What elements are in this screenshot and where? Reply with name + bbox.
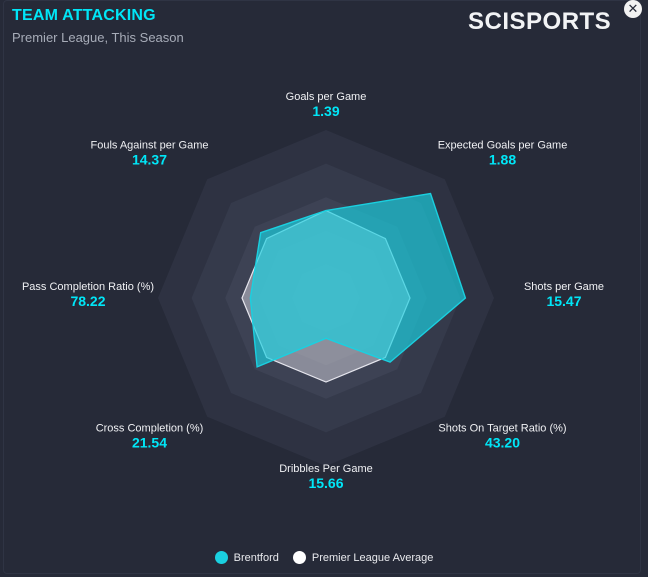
axis-value-cross-completion: 21.54 — [132, 434, 167, 450]
axis-label-shots-on-target-ratio: Shots On Target Ratio (%) — [438, 422, 566, 434]
axis-label-cross-completion: Cross Completion (%) — [96, 422, 204, 434]
axis-value-goals-per-game: 1.39 — [312, 103, 339, 119]
axis-label-fouls-against-per-game: Fouls Against per Game — [90, 140, 208, 152]
close-icon[interactable]: ✕ — [624, 0, 642, 18]
scisports-logo: SCISPORTS — [468, 8, 612, 35]
legend-item-brentford[interactable]: Brentford — [214, 551, 279, 564]
axis-label-pass-completion-ratio: Pass Completion Ratio (%) — [22, 281, 154, 293]
axis-label-dribbles-per-game: Dribbles Per Game — [279, 463, 373, 475]
axis-label-expected-goals-per-game: Expected Goals per Game — [438, 140, 568, 152]
axis-value-shots-on-target-ratio: 43.20 — [485, 434, 520, 450]
legend-label-league-average: Premier League Average — [311, 551, 434, 564]
axis-label-shots-per-game: Shots per Game — [524, 281, 604, 293]
axis-value-shots-per-game: 15.47 — [546, 293, 581, 309]
axis-value-pass-completion-ratio: 78.22 — [70, 293, 105, 309]
axis-value-dribbles-per-game: 15.66 — [308, 475, 343, 491]
legend-label-brentford: Brentford — [233, 551, 279, 564]
axis-label-goals-per-game: Goals per Game — [286, 91, 367, 103]
series-brentford[interactable] — [249, 192, 467, 368]
axis-value-fouls-against-per-game: 14.37 — [132, 152, 167, 168]
legend-swatch-league-average — [292, 551, 306, 564]
legend-item-league-average[interactable]: Premier League Average — [292, 551, 434, 564]
legend-swatch-brentford — [214, 551, 228, 564]
chart-title: TEAM ATTACKING — [12, 7, 156, 24]
axis-value-expected-goals-per-game: 1.88 — [489, 152, 516, 168]
chart-legend: Brentford Premier League Average — [0, 551, 648, 564]
chart-subtitle: Premier League, This Season — [12, 30, 184, 45]
